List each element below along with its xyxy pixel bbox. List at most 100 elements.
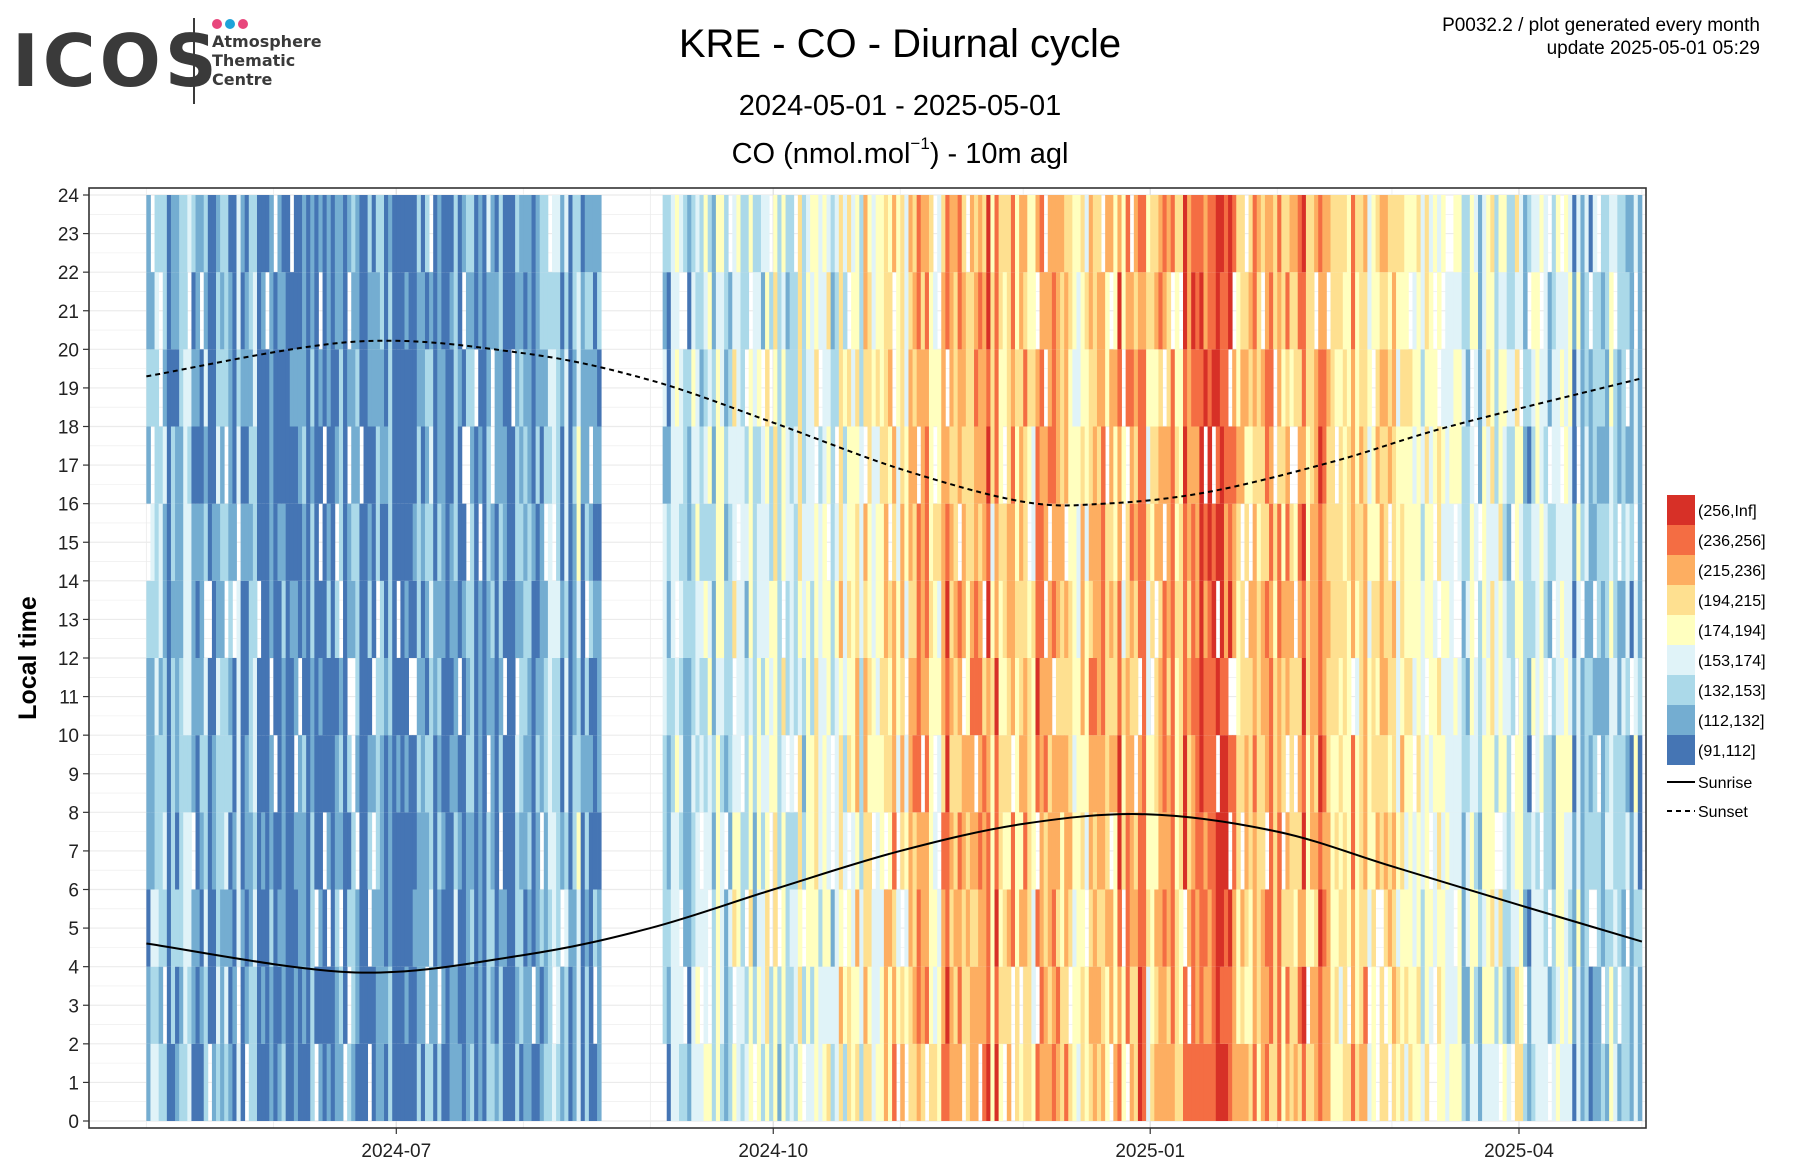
heatmap-cell <box>236 426 242 504</box>
heatmap-cell <box>1588 812 1594 890</box>
heatmap-cell <box>1166 889 1172 967</box>
heatmap-cell <box>379 658 385 736</box>
heatmap-cell <box>265 349 270 427</box>
heatmap-cell <box>867 349 872 427</box>
heatmap-cell <box>515 1043 520 1121</box>
heatmap-cell <box>1617 812 1622 890</box>
heatmap-cell <box>1605 1043 1610 1121</box>
heatmap-cell <box>1600 812 1606 890</box>
heatmap-cell <box>449 812 455 890</box>
heatmap-cell <box>1408 349 1413 427</box>
heatmap-cell <box>1293 272 1299 350</box>
heatmap-cell <box>572 1043 577 1121</box>
heatmap-cell <box>289 272 295 350</box>
heatmap-cell <box>535 966 541 1044</box>
heatmap-cell <box>515 503 520 581</box>
heatmap-cell <box>461 812 467 890</box>
heatmap-cell <box>572 349 577 427</box>
heatmap-cell <box>990 812 995 890</box>
heatmap-cell <box>1482 195 1487 273</box>
heatmap-cell <box>703 658 709 736</box>
heatmap-cell <box>1101 349 1106 427</box>
heatmap-cell <box>1633 812 1639 890</box>
heatmap-cell <box>687 580 692 658</box>
heatmap-cell <box>1035 349 1040 427</box>
heatmap-cell <box>908 812 913 890</box>
heatmap-cell <box>1547 735 1553 813</box>
heatmap-cell <box>1424 1043 1430 1121</box>
y-tick-label: 11 <box>59 688 79 709</box>
heatmap-cell <box>1518 966 1524 1044</box>
heatmap-cell <box>1109 503 1114 581</box>
heatmap-cell <box>543 735 549 813</box>
heatmap-cell <box>1109 195 1114 273</box>
heatmap-cell <box>404 503 409 581</box>
heatmap-cell <box>859 812 864 890</box>
heatmap-cell <box>584 812 590 890</box>
heatmap-cell <box>1080 658 1086 736</box>
heatmap-cell <box>1182 426 1188 504</box>
heatmap-cell <box>1535 1043 1540 1121</box>
heatmap-cell <box>527 580 532 658</box>
heatmap-cell <box>797 580 803 658</box>
heatmap-cell <box>322 735 328 813</box>
heatmap-cell <box>256 272 262 350</box>
heatmap-cell <box>1625 195 1631 273</box>
heatmap-cell <box>855 272 860 350</box>
heatmap-cell <box>838 658 844 736</box>
heatmap-cell <box>1334 735 1340 813</box>
heatmap-cell <box>453 349 459 427</box>
heatmap-cell <box>838 1043 844 1121</box>
heatmap-cell <box>363 658 369 736</box>
heatmap-cell <box>1293 503 1299 581</box>
heatmap-cell <box>965 735 971 813</box>
heatmap-cell <box>916 966 922 1044</box>
heatmap-cell <box>1162 272 1168 350</box>
heatmap-cell <box>1039 812 1045 890</box>
heatmap-cell <box>1396 966 1401 1044</box>
y-tick-label: 0 <box>68 1112 79 1133</box>
heatmap-cell <box>1137 966 1143 1044</box>
heatmap-cell <box>1289 966 1295 1044</box>
heatmap-cell <box>1010 658 1016 736</box>
heatmap-cell <box>1051 889 1057 967</box>
heatmap-cell <box>1207 812 1213 890</box>
heatmap-cell <box>1195 580 1200 658</box>
heatmap-cell <box>1490 966 1495 1044</box>
heatmap-cell <box>445 889 450 967</box>
heatmap-cell <box>728 349 733 427</box>
heatmap-cell <box>879 966 885 1044</box>
heatmap-cell <box>912 503 918 581</box>
heatmap-cell <box>1039 966 1045 1044</box>
heatmap-cell <box>1080 889 1086 967</box>
heatmap-cell <box>1613 503 1618 581</box>
heatmap-cell <box>1637 349 1643 427</box>
heatmap-cell <box>797 195 803 273</box>
heatmap-cell <box>838 889 844 967</box>
heatmap-cell <box>1420 580 1426 658</box>
heatmap-cell <box>1244 503 1249 581</box>
heatmap-cell <box>1482 580 1487 658</box>
heatmap-cell <box>1633 966 1639 1044</box>
heatmap-cell <box>670 812 676 890</box>
heatmap-cell <box>547 349 553 427</box>
heatmap-cell <box>1592 426 1598 504</box>
heatmap-cell <box>207 503 213 581</box>
heatmap-cell <box>1047 349 1053 427</box>
heatmap-cell <box>416 1043 422 1121</box>
heatmap-cell <box>994 272 1000 350</box>
heatmap-cell <box>1412 426 1417 504</box>
heatmap-cell <box>904 195 909 273</box>
heatmap-cell <box>1547 503 1553 581</box>
heatmap-cell <box>420 889 426 967</box>
heatmap-cell <box>461 349 467 427</box>
heatmap-cell <box>1539 966 1544 1044</box>
heatmap-cell <box>326 503 332 581</box>
heatmap-cell <box>1269 272 1274 350</box>
heatmap-cell <box>1244 1043 1249 1121</box>
heatmap-cell <box>1125 580 1131 658</box>
heatmap-cell <box>924 812 930 890</box>
heatmap-cell <box>293 426 299 504</box>
heatmap-cell <box>924 349 930 427</box>
heatmap-cell <box>1498 735 1503 813</box>
